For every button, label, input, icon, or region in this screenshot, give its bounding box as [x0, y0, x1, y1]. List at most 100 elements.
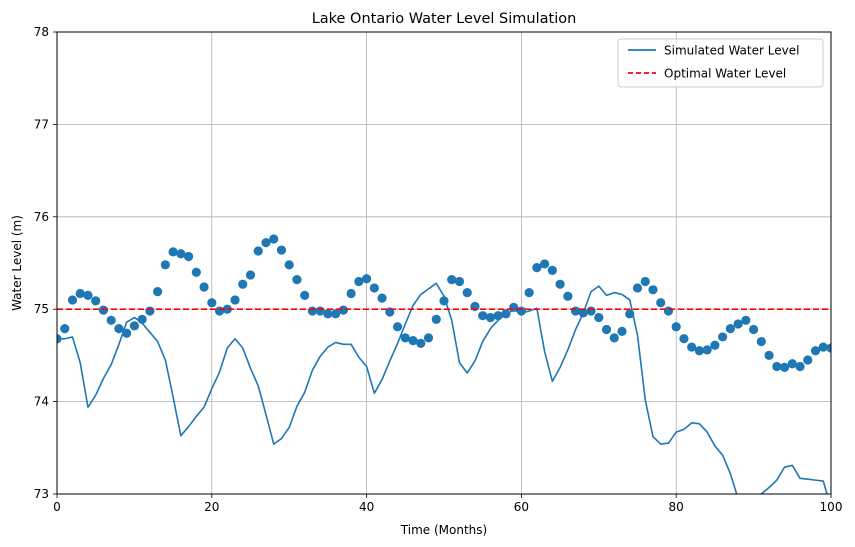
data-point: [57, 334, 62, 344]
data-point: [826, 343, 831, 353]
data-point: [725, 324, 735, 334]
data-point: [756, 336, 766, 347]
data-point: [423, 333, 434, 343]
x-tick-label: 40: [359, 500, 374, 514]
data-point: [416, 338, 426, 348]
data-point: [137, 314, 147, 324]
data-point: [191, 267, 201, 277]
data-point: [563, 291, 573, 301]
data-point: [346, 288, 356, 299]
data-point: [67, 295, 78, 305]
data-point: [516, 306, 527, 316]
data-point: [222, 304, 232, 314]
x-axis-label: Time (Months): [400, 523, 487, 537]
y-tick-label: 73: [34, 487, 49, 501]
simulated-level-line: [57, 282, 828, 494]
data-point: [284, 260, 294, 270]
data-point: [810, 346, 821, 356]
data-point: [601, 324, 612, 335]
data-point: [253, 246, 263, 256]
legend-label-simulated: Simulated Water Level: [664, 44, 799, 58]
data-point: [741, 315, 751, 325]
x-tick-label: 80: [669, 500, 684, 514]
x-tick-label: 0: [53, 500, 61, 514]
data-point: [501, 309, 511, 319]
data-point: [377, 293, 387, 303]
data-point: [764, 350, 774, 360]
data-point: [594, 312, 604, 323]
data-point: [114, 324, 124, 334]
data-point: [718, 332, 728, 342]
data-point: [625, 309, 635, 319]
data-point: [671, 322, 681, 332]
data-point: [617, 326, 627, 336]
y-tick-label: 78: [34, 25, 49, 39]
data-point: [176, 249, 186, 259]
data-point: [392, 322, 403, 332]
data-point: [106, 315, 116, 325]
x-tick-label: 100: [820, 500, 843, 514]
data-point: [439, 296, 449, 306]
y-tick-label: 77: [34, 117, 49, 131]
data-point: [214, 306, 225, 316]
data-point: [98, 305, 109, 315]
legend-box: [617, 38, 824, 88]
data-point: [153, 287, 163, 297]
data-point: [261, 238, 271, 248]
data-point: [292, 275, 302, 285]
data-point: [300, 290, 310, 300]
data-point: [640, 276, 650, 287]
data-point: [462, 287, 472, 298]
plot-area: [57, 234, 831, 494]
data-point: [586, 306, 596, 316]
data-point: [431, 314, 441, 324]
grid: [56, 31, 832, 495]
data-point: [400, 333, 410, 343]
x-tick-label: 20: [204, 500, 219, 514]
legend: Simulated Water Level Optimal Water Leve…: [617, 38, 824, 88]
y-tick-label: 76: [34, 210, 49, 224]
data-point: [663, 306, 674, 316]
axes-frame: [56, 31, 832, 495]
data-point: [779, 362, 790, 373]
data-point: [207, 298, 217, 308]
data-point: [83, 290, 93, 300]
data-point: [362, 274, 372, 284]
data-point: [609, 333, 619, 343]
data-point: [532, 263, 542, 273]
data-point: [795, 361, 805, 372]
data-point: [408, 336, 418, 346]
data-point: [493, 311, 503, 321]
y-tick-label: 74: [34, 395, 49, 409]
data-point: [230, 295, 240, 305]
data-point: [687, 342, 697, 352]
data-point: [75, 288, 85, 299]
data-point: [524, 287, 534, 298]
data-point: [129, 321, 139, 331]
data-point: [702, 345, 712, 355]
data-point: [632, 283, 643, 293]
data-point: [679, 334, 689, 344]
data-point: [122, 328, 132, 338]
data-point: [183, 251, 194, 262]
data-point: [238, 279, 248, 289]
data-point: [338, 305, 348, 315]
legend-label-optimal: Optimal Water Level: [664, 67, 786, 81]
data-point: [91, 296, 101, 306]
data-point: [331, 309, 341, 319]
data-point: [733, 319, 743, 329]
data-point: [160, 260, 170, 270]
data-point: [547, 265, 557, 275]
data-point: [578, 308, 588, 318]
y-axis-label: Water Level (m): [10, 215, 24, 311]
data-point: [787, 359, 797, 369]
data-point: [749, 324, 759, 335]
data-point: [168, 247, 178, 257]
data-point: [454, 276, 465, 287]
data-point: [145, 306, 155, 316]
data-point: [485, 312, 496, 323]
x-tick-label: 60: [514, 500, 529, 514]
data-point: [570, 306, 581, 316]
data-point: [245, 270, 256, 280]
